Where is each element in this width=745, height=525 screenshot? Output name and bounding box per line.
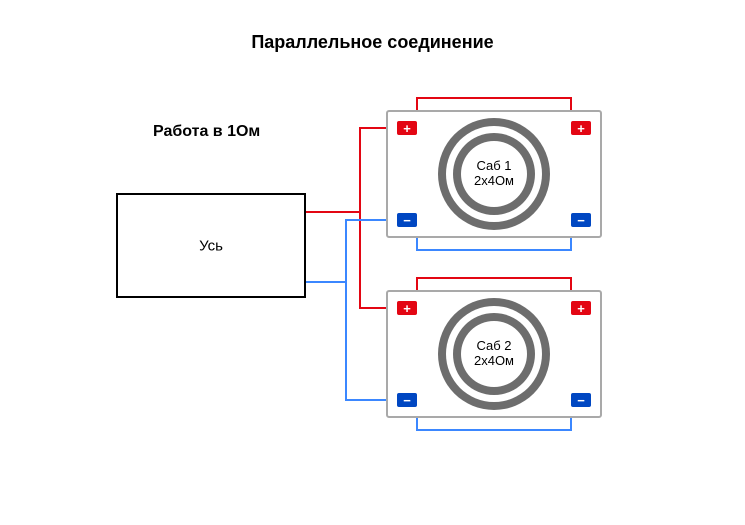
sub2-terminal-plus-left-icon: + bbox=[397, 301, 417, 315]
subwoofer-2: Саб 2 2х4Ом + + − − bbox=[0, 0, 745, 525]
sub2-terminal-minus-left-icon: − bbox=[397, 393, 417, 407]
subwoofer-2-label: Саб 2 2х4Ом bbox=[461, 339, 527, 369]
diagram-canvas: Параллельное соединение Работа в 1Ом Усь… bbox=[0, 0, 745, 525]
sub2-terminal-plus-right-icon: + bbox=[571, 301, 591, 315]
sub2-terminal-minus-right-icon: − bbox=[571, 393, 591, 407]
